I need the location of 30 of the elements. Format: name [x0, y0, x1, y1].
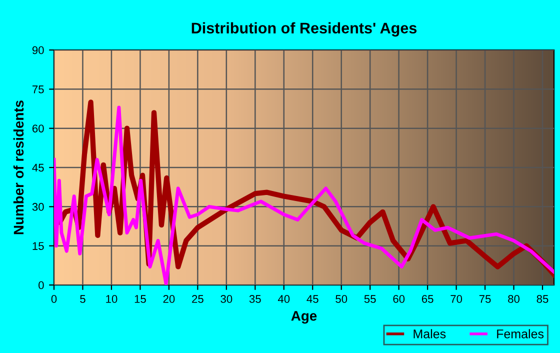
x-axis-title: Age: [291, 311, 317, 324]
y-tick-label: 45: [32, 164, 44, 172]
y-tick-label: 0: [38, 281, 44, 290]
legend-label: Males: [414, 329, 446, 338]
y-tick-label: 30: [32, 202, 44, 211]
chart-title: Distribution of Residents' Ages: [192, 22, 417, 37]
x-tick-label: 55: [364, 295, 376, 303]
y-tick-label: 15: [32, 242, 44, 250]
x-tick-label: 40: [278, 295, 290, 303]
y-tick-label: 90: [32, 46, 44, 54]
x-tick-label: 50: [336, 295, 348, 303]
x-tick-label: 5: [80, 295, 86, 303]
x-tick-label: 35: [249, 295, 261, 303]
x-tick-label: 30: [220, 295, 232, 303]
x-tick-label: 80: [508, 295, 520, 303]
x-tick-label: 75: [479, 295, 491, 303]
x-tick-label: 10: [106, 295, 118, 303]
y-tick-label: 75: [32, 86, 44, 94]
x-tick-label: 25: [192, 295, 204, 303]
x-tick-label: 20: [163, 295, 175, 303]
y-axis-title: Number of residents: [13, 100, 24, 234]
x-tick-label: 65: [422, 295, 434, 303]
x-tick-label: 85: [536, 295, 548, 303]
x-tick-label: 15: [134, 295, 146, 303]
y-tick-label: 60: [32, 124, 44, 132]
x-tick-label: 45: [306, 295, 318, 303]
x-tick-label: 60: [393, 295, 405, 303]
x-tick-label: 70: [450, 295, 462, 303]
x-tick-label: 0: [51, 295, 57, 303]
legend-label: Females: [497, 329, 544, 338]
